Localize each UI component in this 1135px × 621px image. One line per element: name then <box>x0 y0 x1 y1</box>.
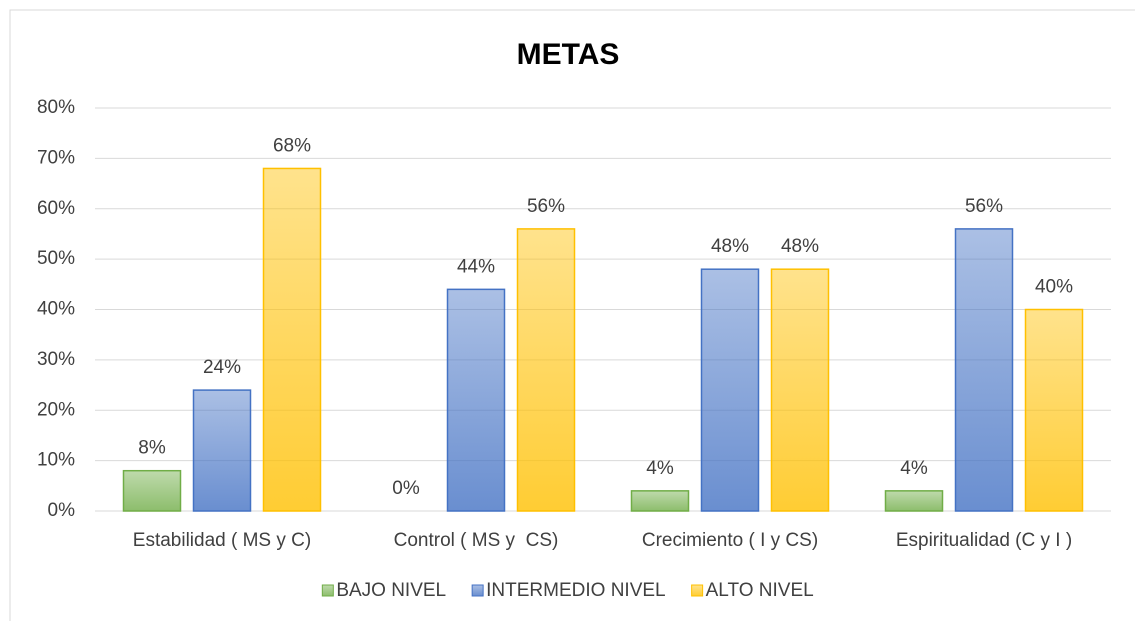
bar <box>770 268 830 512</box>
x-tick-label: Estabilidad ( MS y C) <box>133 530 311 551</box>
data-label: 56% <box>965 196 1003 217</box>
x-tick-label: Crecimiento ( I y CS) <box>642 530 818 551</box>
bar <box>884 490 944 512</box>
data-label: 4% <box>646 458 674 479</box>
bar <box>954 228 1014 512</box>
legend-swatch <box>691 584 704 597</box>
bar <box>122 469 182 512</box>
bar <box>630 490 690 512</box>
bar <box>700 268 760 512</box>
bar <box>1024 308 1084 512</box>
legend-label: ALTO NIVEL <box>706 580 814 601</box>
data-label: 48% <box>781 236 819 257</box>
y-tick-label: 0% <box>48 500 76 521</box>
bar <box>262 167 322 512</box>
x-tick-label: Control ( MS y CS) <box>394 530 559 551</box>
y-tick-label: 50% <box>37 248 75 269</box>
bar <box>192 389 252 512</box>
data-label: 44% <box>457 256 495 277</box>
data-label: 56% <box>527 196 565 217</box>
data-label: 24% <box>203 357 241 378</box>
data-label: 4% <box>900 458 928 479</box>
data-label: 68% <box>273 135 311 156</box>
data-label: 8% <box>138 438 166 459</box>
data-label: 40% <box>1035 277 1073 298</box>
y-tick-label: 30% <box>37 349 75 370</box>
legend-swatch <box>471 584 484 597</box>
y-tick-label: 60% <box>37 198 75 219</box>
legend-label: BAJO NIVEL <box>336 580 446 601</box>
y-tick-label: 10% <box>37 450 75 471</box>
bar <box>446 288 506 512</box>
x-tick-label: Espiritualidad (C y I ) <box>896 530 1072 551</box>
y-tick-label: 40% <box>37 299 75 320</box>
data-label: 0% <box>392 478 420 499</box>
y-tick-label: 80% <box>37 97 75 118</box>
y-tick-label: 20% <box>37 399 75 420</box>
data-label: 48% <box>711 236 749 257</box>
legend-label: INTERMEDIO NIVEL <box>486 580 665 601</box>
bar <box>516 228 576 512</box>
legend-swatch <box>321 584 334 597</box>
y-tick-label: 70% <box>37 147 75 168</box>
chart-title: METAS <box>517 38 620 71</box>
